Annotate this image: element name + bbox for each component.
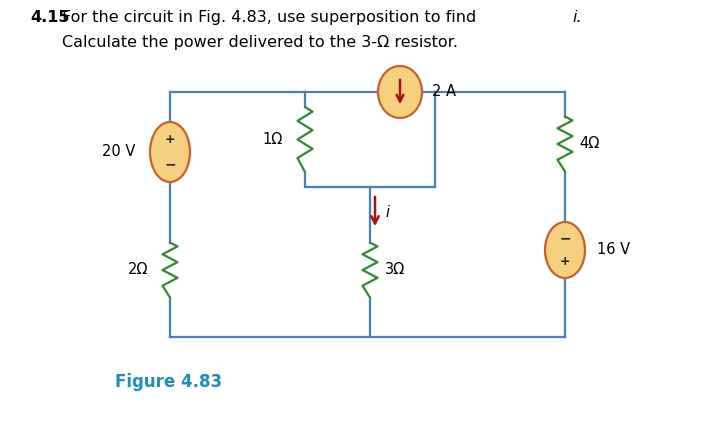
Text: +: + xyxy=(165,133,175,146)
Ellipse shape xyxy=(150,122,190,182)
Text: 20 V: 20 V xyxy=(102,145,135,160)
Text: Figure 4.83: Figure 4.83 xyxy=(115,373,222,391)
Text: 4Ω: 4Ω xyxy=(579,137,599,152)
Text: i.: i. xyxy=(572,10,582,25)
Text: 1Ω: 1Ω xyxy=(262,132,283,147)
Text: 4.15: 4.15 xyxy=(30,10,70,25)
Text: $i$: $i$ xyxy=(385,203,391,220)
Text: 16 V: 16 V xyxy=(597,243,630,258)
Text: 2Ω: 2Ω xyxy=(128,263,148,278)
Text: −: − xyxy=(559,231,571,245)
Text: +: + xyxy=(560,255,570,268)
Text: 3Ω: 3Ω xyxy=(385,263,405,278)
Text: 2 A: 2 A xyxy=(432,84,456,99)
Ellipse shape xyxy=(378,66,422,118)
Ellipse shape xyxy=(545,222,585,278)
Text: For the circuit in Fig. 4.83, use superposition to find: For the circuit in Fig. 4.83, use superp… xyxy=(62,10,481,25)
Text: −: − xyxy=(164,158,176,171)
Text: Calculate the power delivered to the 3-Ω resistor.: Calculate the power delivered to the 3-Ω… xyxy=(62,35,458,50)
